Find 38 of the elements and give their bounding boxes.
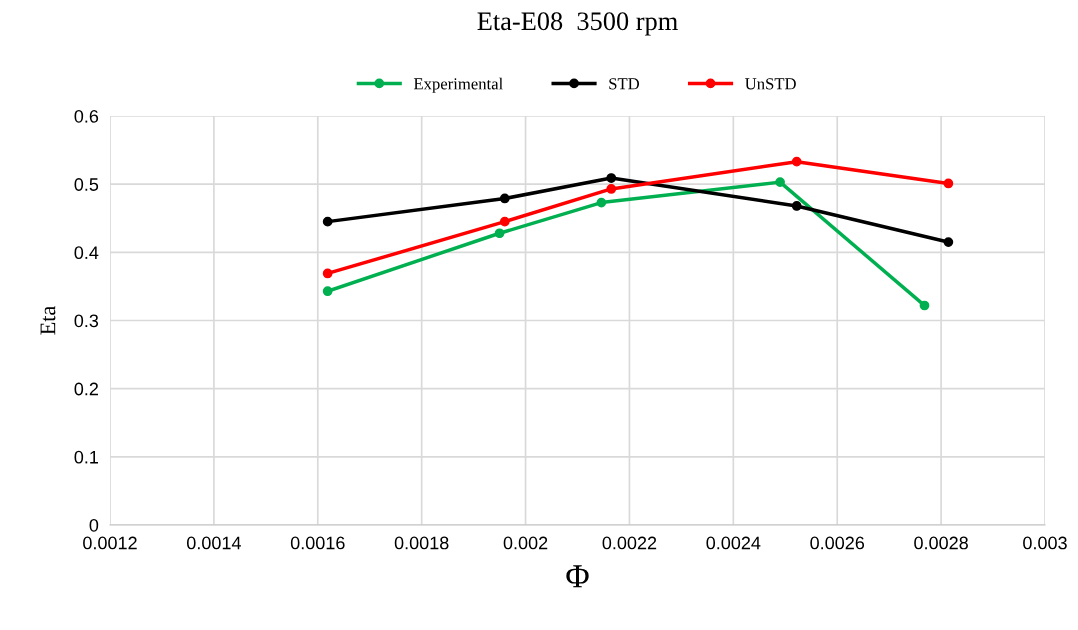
x-tick-label: 0.0026	[810, 536, 865, 550]
legend-label: STD	[609, 78, 640, 90]
x-tick-label: 0.003	[1023, 536, 1067, 550]
point	[322, 286, 333, 297]
legend-label: UnSTD	[745, 78, 796, 90]
y-tick-label: 0.2	[74, 382, 98, 396]
x-tick-label: 0.0028	[914, 536, 968, 550]
point	[596, 197, 607, 208]
x-tick-label: 0.002	[503, 536, 548, 550]
y-tick-label: 0.6	[74, 109, 99, 123]
x-axis-title: Φ	[566, 565, 589, 588]
y-tick-label: 0	[89, 518, 99, 532]
point	[322, 268, 333, 279]
point	[791, 156, 802, 167]
y-axis-title: Eta	[40, 306, 56, 335]
point	[494, 228, 505, 239]
y-tick-label: 0.1	[74, 450, 99, 464]
point	[791, 201, 802, 211]
point	[606, 173, 617, 183]
chart-title: Eta-E08 3500 rpm	[477, 12, 678, 36]
x-tick-label: 0.0016	[290, 536, 345, 550]
point	[943, 237, 954, 247]
point	[919, 300, 930, 311]
y-tick-label: 0.5	[74, 178, 99, 191]
point	[606, 184, 617, 194]
x-tick-label: 0.0018	[394, 536, 449, 550]
point	[322, 216, 333, 227]
y-tick-label: 0.4	[74, 246, 99, 260]
x-tick-label: 0.0024	[706, 536, 761, 550]
point	[499, 216, 510, 227]
point	[499, 193, 510, 204]
legend-label: Experimental	[413, 77, 503, 93]
y-tick-label: 0.3	[74, 314, 99, 328]
point	[775, 177, 785, 187]
x-tick-label: 0.0014	[186, 536, 241, 550]
x-tick-label: 0.0022	[602, 536, 657, 550]
point	[943, 178, 954, 189]
x-tick-label: 0.0012	[83, 536, 137, 550]
